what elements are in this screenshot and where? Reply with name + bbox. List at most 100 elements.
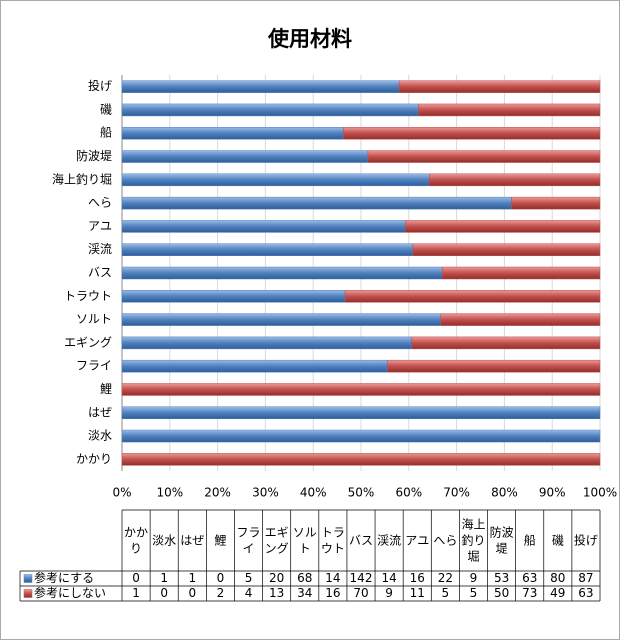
table-header: バス — [349, 533, 373, 547]
bar-segment — [441, 266, 601, 280]
bar-segment — [121, 220, 406, 233]
table-value: 63 — [578, 586, 593, 600]
bar-segment — [121, 313, 441, 326]
table-value: 16 — [325, 586, 340, 600]
table-header: 投げ — [574, 532, 598, 547]
bar-segment — [121, 173, 430, 187]
y-tick-label: かかり — [76, 452, 112, 466]
table-value: 1 — [188, 571, 196, 585]
bar-segment — [121, 80, 400, 93]
table-value: 4 — [245, 586, 253, 600]
chart-title: 使用材料 — [267, 27, 352, 51]
bar-segment — [121, 243, 414, 256]
x-tick-label: 10% — [156, 486, 183, 500]
y-tick-label: 海上釣り堀 — [52, 171, 112, 186]
y-tick-label: トラウト — [64, 289, 112, 303]
bar-segment — [121, 126, 344, 140]
x-tick-label: 30% — [252, 486, 279, 500]
legend-swatch — [23, 589, 33, 598]
table-header: 磯 — [552, 533, 564, 547]
bar-segment — [121, 266, 443, 280]
table-value: 49 — [550, 586, 565, 600]
table-value: 16 — [410, 571, 425, 585]
bar-segment — [411, 336, 601, 350]
bar-segment — [121, 406, 601, 420]
y-tick-label: エギング — [64, 335, 112, 349]
bar-segment — [343, 126, 601, 140]
table-value: 22 — [438, 571, 453, 585]
table-value: 9 — [470, 571, 478, 585]
table-header: ソルト — [293, 525, 317, 555]
table-header: 海上釣り堀 — [461, 516, 485, 563]
y-tick-label: はぜ — [88, 405, 112, 419]
y-tick-label: 防波堤 — [76, 148, 112, 163]
table-value: 11 — [410, 586, 425, 600]
table-value: 14 — [381, 571, 396, 585]
table-value: 53 — [494, 571, 509, 585]
table-value: 5 — [245, 571, 253, 585]
table-value: 63 — [522, 571, 537, 585]
legend-swatch — [23, 574, 33, 583]
table-value: 13 — [269, 586, 284, 600]
y-tick-label: 鯉 — [100, 382, 112, 396]
table-header: 渓流 — [377, 533, 401, 547]
table-value: 9 — [385, 586, 393, 600]
bar-segment — [412, 243, 601, 256]
bar-segment — [121, 196, 512, 210]
table-header: トラウト — [321, 525, 345, 555]
bar-segment — [121, 453, 601, 466]
bar-segment — [398, 80, 601, 93]
bar-segment — [121, 290, 346, 303]
table-value: 34 — [297, 586, 312, 600]
x-tick-label: 90% — [539, 486, 566, 500]
table-header: アユ — [405, 533, 429, 547]
table-value: 1 — [132, 586, 140, 600]
legend-label: 参考にしない — [34, 585, 106, 600]
x-tick-label: 70% — [443, 486, 470, 500]
table-value: 68 — [297, 571, 312, 585]
y-tick-label: 淡水 — [88, 429, 112, 443]
table-value: 0 — [188, 586, 196, 600]
bar-segment — [121, 150, 369, 163]
table-value: 0 — [132, 571, 140, 585]
bar-segment — [344, 290, 601, 303]
table-value: 70 — [353, 586, 368, 600]
x-tick-label: 100% — [583, 486, 617, 500]
bar-segment — [418, 103, 601, 117]
y-tick-label: へら — [88, 196, 112, 210]
table-value: 20 — [269, 571, 284, 585]
table-header: 鯉 — [214, 533, 226, 547]
x-tick-label: 80% — [491, 486, 518, 500]
table-value: 142 — [350, 571, 373, 585]
bar-segment — [367, 150, 601, 163]
table-value: 1 — [160, 571, 168, 585]
table-value: 0 — [160, 586, 168, 600]
table-header: 防波堤 — [490, 524, 514, 555]
table-header: へら — [433, 533, 457, 547]
legend-label: 参考にする — [34, 570, 94, 585]
table-value: 14 — [325, 571, 340, 585]
table-value: 87 — [578, 571, 593, 585]
bar-segment — [121, 336, 412, 350]
bar-segment — [121, 359, 388, 373]
x-tick-label: 50% — [348, 486, 375, 500]
bar-segment — [121, 103, 419, 117]
table-value: 73 — [522, 586, 537, 600]
table-value: 80 — [550, 571, 565, 585]
y-tick-label: ソルト — [76, 312, 112, 326]
y-tick-label: 磯 — [100, 102, 112, 116]
table-value: 2 — [217, 586, 225, 600]
bar-segment — [121, 383, 601, 396]
y-tick-label: 渓流 — [88, 242, 112, 256]
x-tick-label: 40% — [300, 486, 327, 500]
table-value: 50 — [494, 586, 509, 600]
y-tick-label: フライ — [76, 359, 112, 373]
y-tick-label: 船 — [100, 126, 112, 140]
y-tick-label: アユ — [88, 219, 112, 233]
table-header: フライ — [237, 525, 261, 555]
bar-segment — [440, 313, 601, 326]
table-header: かかり — [124, 525, 148, 555]
table-header: 淡水 — [152, 533, 176, 547]
x-tick-label: 20% — [204, 486, 231, 500]
